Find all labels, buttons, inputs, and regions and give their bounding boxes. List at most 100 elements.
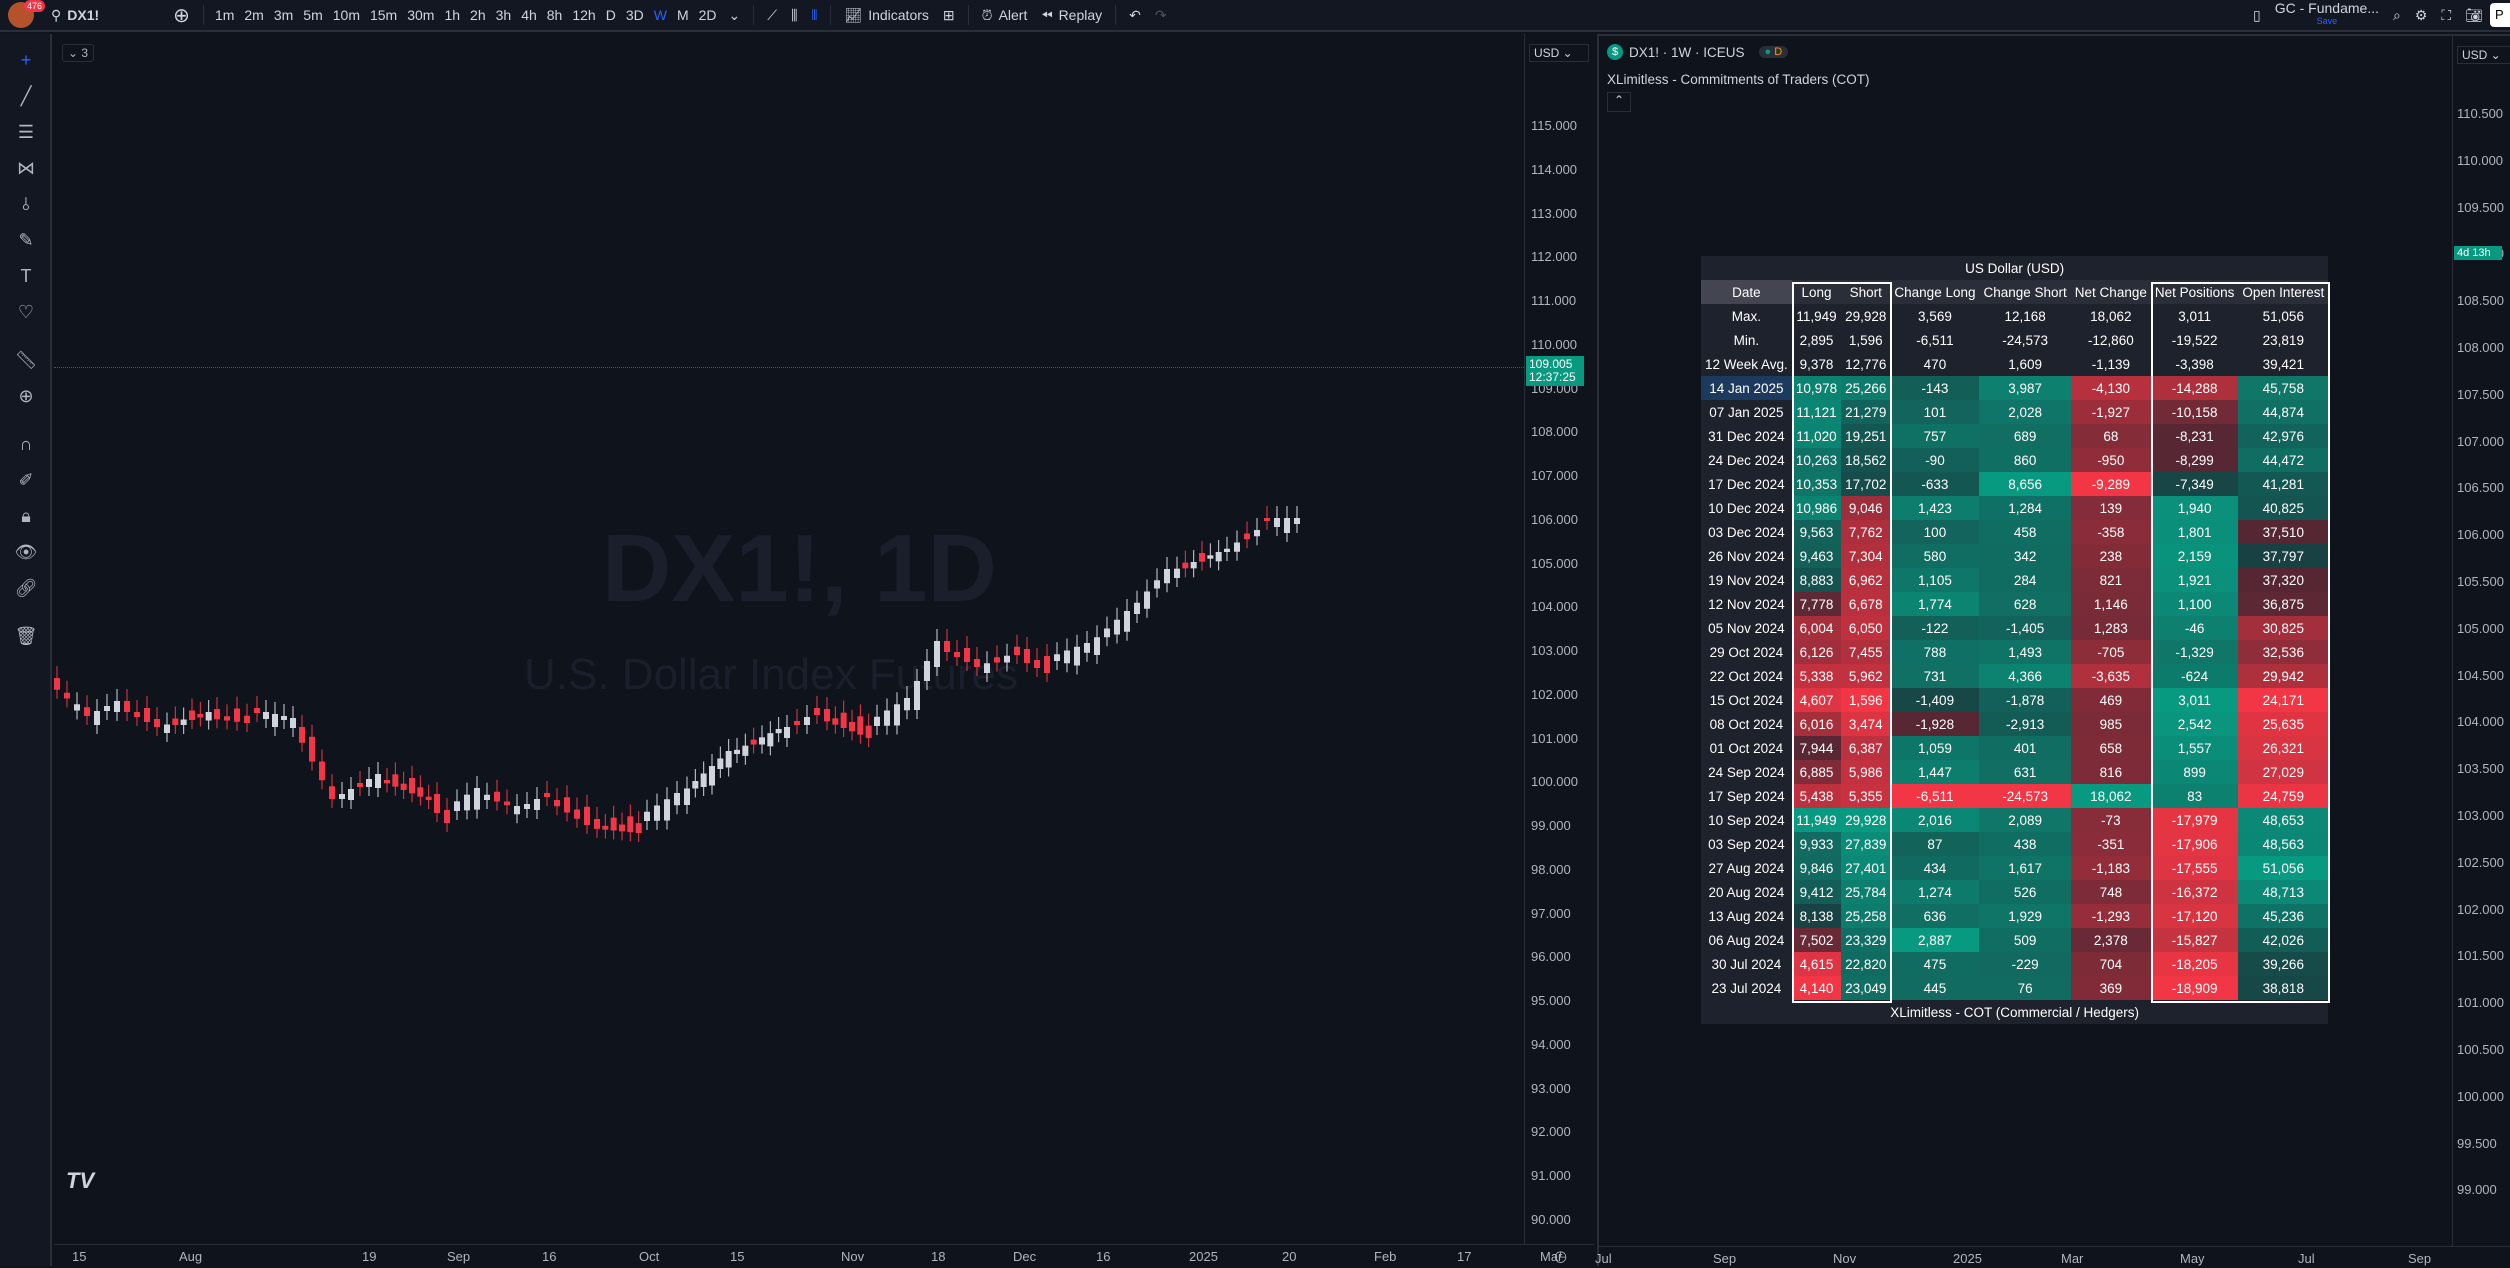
interval-2h[interactable]: 2h xyxy=(470,7,486,23)
undo-icon[interactable]: ↶ xyxy=(1129,6,1141,23)
lock-icon[interactable]: 🔒︎ xyxy=(21,506,31,526)
templates-icon[interactable]: ⊞ xyxy=(942,6,955,23)
zoom-icon[interactable]: ⊕ xyxy=(18,386,34,406)
collapse-legend-button[interactable]: ⌃ xyxy=(1607,92,1631,112)
candle-body xyxy=(725,751,732,768)
cot-value-cell: 7,778 xyxy=(1791,592,1842,616)
interval-8h[interactable]: 8h xyxy=(546,7,563,23)
cot-value-cell: 18,062 xyxy=(2070,784,2151,808)
alert-button[interactable]: ⏰︎ Alert xyxy=(975,0,1035,31)
redo-icon[interactable]: ↷ xyxy=(1154,6,1167,23)
interval-4h[interactable]: 4h xyxy=(521,7,537,23)
interval-3h[interactable]: 3h xyxy=(495,7,512,23)
layout-panel-icon[interactable]: ▯ xyxy=(2253,6,2261,23)
candle-body xyxy=(384,780,390,784)
chevron-down-icon[interactable]: ⌄ xyxy=(728,6,741,23)
cot-value-cell: 8,883 xyxy=(1791,568,1842,592)
text-icon[interactable]: T xyxy=(20,266,32,286)
candle-body xyxy=(94,711,100,725)
time-axis[interactable]: 15 Aug 19 Sep 16 Oct 15 Nov 18 Dec 16 2025 20 Feb 17 Ma… xyxy=(54,1168,1594,1266)
avatar[interactable]: 476 xyxy=(8,0,46,28)
cot-value-cell: -122 xyxy=(1890,616,1980,640)
cot-table-row: 15 Oct 2024 4,607 1,596 -1,409 -1,878 469 3,01… xyxy=(1701,688,2329,712)
interval-3m[interactable]: 3m xyxy=(273,7,294,23)
compare-add-button[interactable]: ⊕ xyxy=(173,4,190,27)
interval-12h[interactable]: 12h xyxy=(572,7,596,23)
replay-button[interactable]: ⏪︎ Replay xyxy=(1034,0,1109,31)
cot-value-cell: 21,279 xyxy=(1841,400,1891,424)
cot-value-cell: 48,563 xyxy=(2238,832,2329,856)
candle-body xyxy=(574,809,580,819)
price-tick-weekly: 108.500 xyxy=(2457,293,2504,309)
interval-1h[interactable]: 1h xyxy=(444,7,461,23)
cot-value-cell: 658 xyxy=(2070,736,2151,760)
chart-pane-weekly[interactable]: $ DX1! · 1W · ICEUS ● D XLimitless - Com… xyxy=(1595,34,2510,1268)
cot-value-cell: 23,329 xyxy=(1841,928,1891,952)
cot-value-cell: -8,231 xyxy=(2150,424,2239,448)
interval-10m[interactable]: 10m xyxy=(332,7,360,23)
candle-body xyxy=(884,710,890,726)
indicators-button[interactable]: 📈︎ Indicators xyxy=(837,0,935,31)
time-axis-weekly[interactable]: Jul Sep Nov 2025 Mar May Jul Sep xyxy=(1595,1246,2510,1268)
cot-value-cell: -18,205 xyxy=(2150,952,2239,976)
trash-icon[interactable]: 🗑︎ xyxy=(14,626,38,646)
bar-chart-icon[interactable]: ⫼ xyxy=(791,6,798,23)
price-axis[interactable]: USD ⌄ 115.000 114.000 113.000 112.000 111.00… xyxy=(1524,34,1594,1244)
cot-value-cell: -6,511 xyxy=(1890,784,1980,808)
currency-selector-weekly[interactable]: USD ⌄ xyxy=(2457,46,2510,64)
candle-body xyxy=(1174,568,1180,578)
candle-body xyxy=(1024,649,1030,663)
chart-pane-daily[interactable]: ⌄ 3 DX1!, 1D U.S. Dollar Index Futures U… xyxy=(54,34,1594,1266)
settings-gear-icon[interactable]: ⚙ xyxy=(2414,6,2428,23)
projection-icon[interactable]: ⫰ xyxy=(22,194,30,214)
interval-W[interactable]: W xyxy=(653,7,667,23)
cot-value-cell: -2,913 xyxy=(1979,712,2071,736)
lock-pencil-icon[interactable]: ✐ xyxy=(18,470,34,490)
link-icon[interactable]: 🔗︎ xyxy=(14,578,38,598)
price-tick-weekly: 110.500 xyxy=(2457,106,2504,121)
cot-table-row: 10 Dec 2024 10,986 9,046 1,423 1,284 139 1,940… xyxy=(1701,496,2329,520)
interval-15m[interactable]: 15m xyxy=(369,7,398,23)
candle-body xyxy=(444,810,450,823)
trend-line-icon[interactable]: ╱ xyxy=(20,86,32,106)
indicator-count-toggle[interactable]: ⌄ 3 xyxy=(62,44,95,62)
symbol-search[interactable]: ⚲ DX1! xyxy=(44,0,106,31)
eye-icon[interactable]: 👁︎ xyxy=(14,542,38,562)
cot-date-cell: 13 Aug 2024 xyxy=(1701,904,1792,928)
interval-30m[interactable]: 30m xyxy=(407,7,435,23)
pattern-icon[interactable]: ⋈ xyxy=(17,158,35,178)
candles-icon[interactable]: ⫴ xyxy=(811,6,818,23)
currency-selector[interactable]: USD ⌄ xyxy=(1529,44,1589,62)
interval-D[interactable]: D xyxy=(605,7,616,23)
line-chart-icon[interactable]: ⟋ xyxy=(767,6,778,23)
layout-name-button[interactable]: GC - Fundame... Save xyxy=(2268,0,2386,31)
candle-body xyxy=(254,708,260,713)
cot-value-cell: 4,615 xyxy=(1791,952,1842,976)
interval-1m[interactable]: 1m xyxy=(214,7,235,23)
publish-button[interactable]: P xyxy=(2490,3,2510,27)
candle-body xyxy=(750,739,757,745)
quick-search-icon[interactable]: ⌕ xyxy=(2393,6,2401,23)
clock-settings-icon[interactable]: ◷ xyxy=(1554,1248,1568,1265)
interval-3D[interactable]: 3D xyxy=(625,7,644,23)
interval-2D[interactable]: 2D xyxy=(698,7,717,23)
brush-icon[interactable]: ✎ xyxy=(18,230,34,250)
fib-lines-icon[interactable]: ☰ xyxy=(17,122,35,142)
fullscreen-icon[interactable]: ⛶ xyxy=(2441,6,2452,23)
magnet-icon[interactable]: ∩ xyxy=(19,434,33,454)
cot-table-row: 14 Jan 2025 10,978 25,266 -143 3,987 -4,130 -1… xyxy=(1701,376,2329,400)
camera-icon[interactable]: 📷︎ xyxy=(2465,6,2483,23)
interval-2m[interactable]: 2m xyxy=(244,7,264,23)
heart-icon[interactable]: ♡ xyxy=(17,302,35,322)
interval-5m[interactable]: 5m xyxy=(303,7,323,23)
candle-body xyxy=(400,783,407,790)
candle-body xyxy=(734,749,740,754)
crosshair-icon[interactable]: + xyxy=(20,50,32,70)
tv-logo: TV xyxy=(66,1168,95,1193)
cot-value-cell: 25,784 xyxy=(1841,880,1891,904)
price-axis-weekly[interactable]: USD ⌄ 110.500110.000109.500109.000108.50… xyxy=(2452,36,2510,1246)
candle-body xyxy=(1254,530,1260,537)
interval-M[interactable]: M xyxy=(676,7,689,23)
cot-value-cell: -17,120 xyxy=(2150,904,2239,928)
ruler-icon[interactable]: 📏︎ xyxy=(14,350,38,370)
